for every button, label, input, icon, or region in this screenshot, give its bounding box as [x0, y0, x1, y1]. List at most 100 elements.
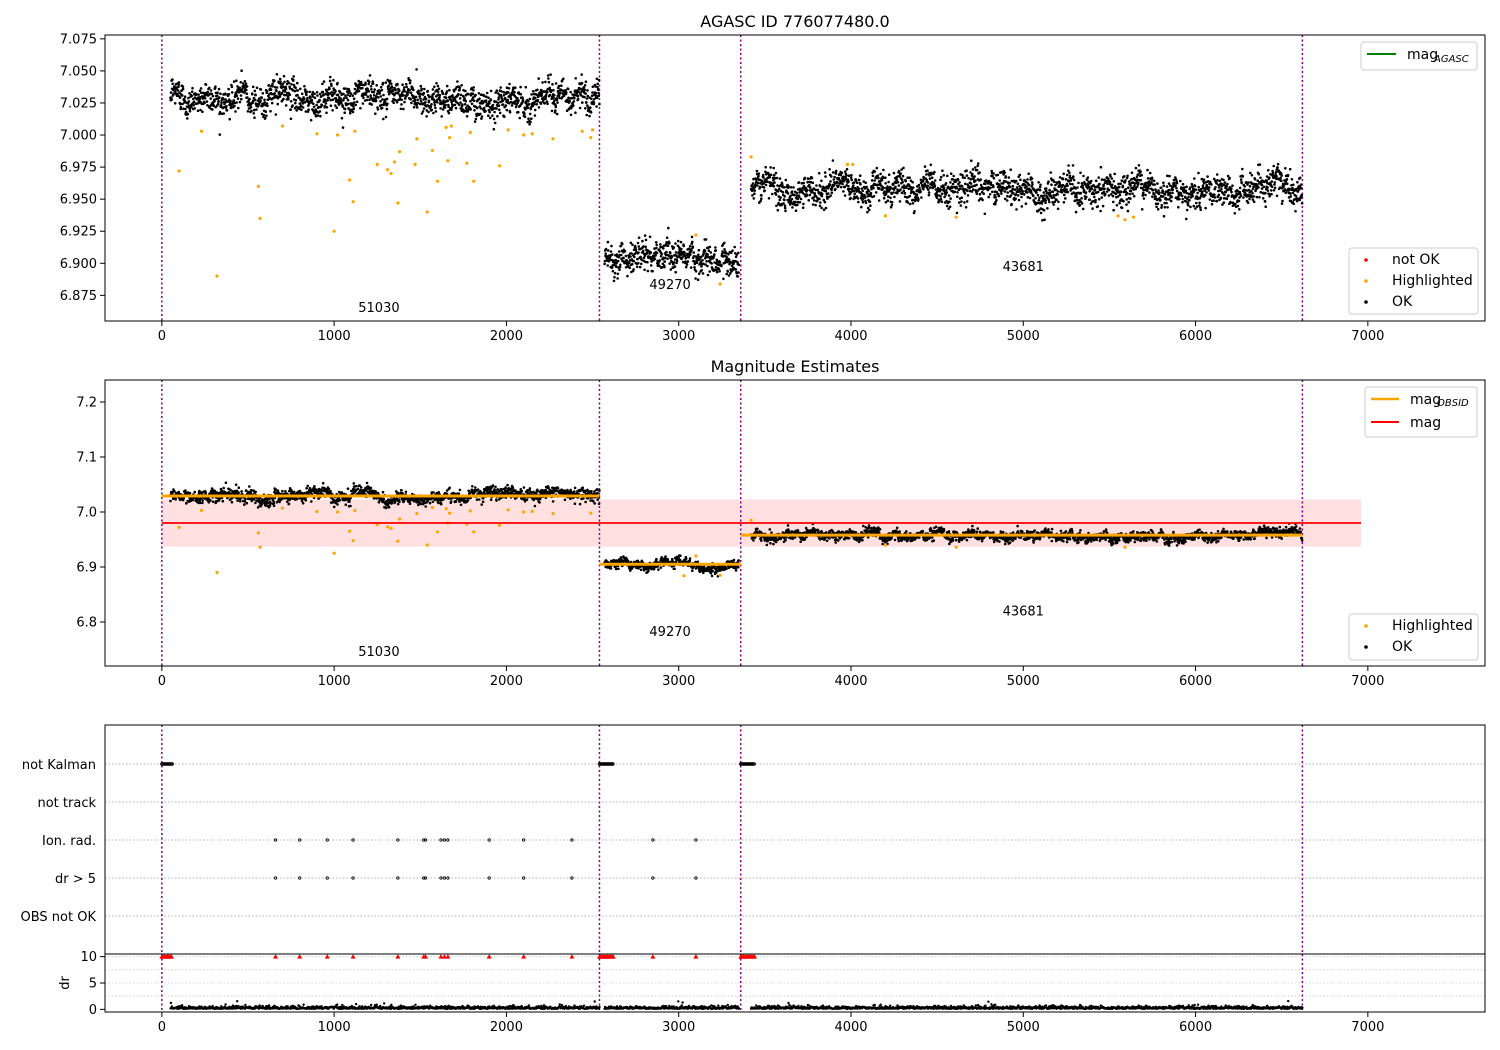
ok-point [289, 117, 293, 121]
ok-point [377, 96, 380, 99]
ok-point [857, 187, 861, 191]
ok-point [1255, 187, 1258, 190]
ok-point [492, 117, 496, 121]
ok-point [1052, 196, 1056, 199]
ok-point [279, 80, 282, 83]
ok-point [425, 109, 429, 112]
ok-point [437, 87, 441, 91]
ok-point [1036, 193, 1040, 197]
ok-point [1205, 191, 1208, 194]
ok-point [776, 184, 779, 187]
x-tick-label: 2000 [490, 329, 523, 344]
ok-point [336, 81, 339, 85]
ok-point [691, 240, 694, 244]
ok-point [479, 107, 483, 110]
ok-point [244, 497, 247, 501]
ok-point [627, 264, 630, 267]
ok-point [253, 89, 257, 93]
ok-point [531, 90, 535, 93]
ok-point [328, 87, 331, 91]
ok-point [1079, 191, 1083, 195]
ok-point [1094, 200, 1097, 204]
ok-point [205, 100, 209, 103]
ok-point [251, 93, 254, 96]
ok-point [198, 98, 201, 101]
ok-point [213, 489, 217, 493]
ok-point [276, 102, 280, 106]
ok-point [786, 192, 790, 195]
ok-point [169, 499, 172, 503]
ok-point [439, 107, 442, 110]
ok-point [1010, 202, 1013, 206]
ok-point [958, 181, 961, 184]
ok-point [188, 92, 191, 95]
ok-point [501, 99, 505, 102]
ok-point [1185, 185, 1188, 188]
ok-point [641, 249, 645, 253]
ok-point [831, 159, 835, 162]
ok-point [926, 169, 929, 172]
ok-point [878, 187, 881, 190]
ok-point [1031, 183, 1034, 186]
ok-point [801, 206, 805, 209]
ok-point [641, 239, 644, 243]
ok-point [191, 86, 194, 90]
ok-point [789, 186, 793, 189]
ok-point [680, 247, 683, 251]
ok-point [644, 260, 647, 264]
ok-point [694, 270, 698, 273]
ok-point [1295, 199, 1299, 203]
ok-point [409, 91, 413, 95]
ok-point [704, 263, 707, 266]
ok-point [1160, 206, 1163, 209]
ok-point [1093, 195, 1096, 199]
ok-point [1247, 188, 1251, 192]
ok-point [1258, 195, 1261, 199]
ok-point [1097, 197, 1101, 201]
ok-point [228, 117, 231, 121]
ok-point [1175, 181, 1179, 185]
ok-point [223, 102, 226, 106]
ok-point [282, 85, 286, 89]
ok-point [783, 195, 786, 198]
ok-point [737, 251, 740, 255]
ok-point [320, 104, 324, 107]
ok-point [1167, 198, 1171, 201]
ok-point [334, 104, 337, 107]
ok-point [498, 108, 501, 112]
ok-point [353, 87, 357, 91]
ok-point [1272, 164, 1275, 168]
ok-point [546, 102, 549, 106]
ok-point [190, 105, 193, 109]
ok-point [792, 186, 795, 189]
ok-point [541, 81, 544, 84]
ok-point [894, 185, 897, 189]
ok-point [269, 501, 272, 505]
ok-point [1044, 199, 1047, 202]
ok-point [756, 184, 759, 187]
ok-point [201, 110, 204, 113]
ok-point [309, 118, 313, 122]
ok-point [310, 93, 314, 96]
ok-point [610, 266, 614, 270]
ok-point [1053, 180, 1056, 184]
ok-point [342, 92, 345, 96]
ok-point [913, 210, 916, 213]
ok-point [643, 254, 647, 257]
ok-point [1215, 182, 1218, 185]
ok-point [369, 94, 372, 97]
ok-point [225, 105, 228, 108]
ok-point [947, 194, 951, 197]
ok-point [857, 178, 861, 182]
highlighted-point [177, 169, 181, 173]
ok-point [580, 73, 583, 76]
ok-point [380, 88, 384, 92]
ok-point [434, 106, 437, 110]
ok-point [925, 178, 929, 182]
ok-point [1201, 184, 1205, 187]
ok-point [757, 172, 761, 175]
ok-point [635, 265, 639, 269]
ok-point [1040, 202, 1044, 205]
ok-point [496, 115, 499, 118]
